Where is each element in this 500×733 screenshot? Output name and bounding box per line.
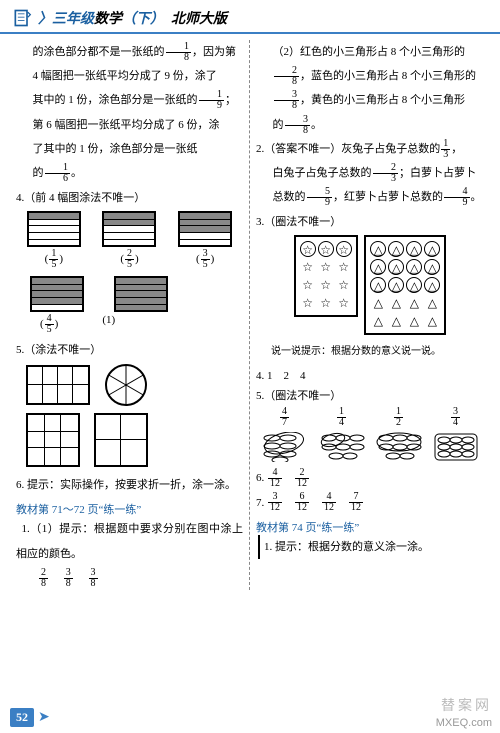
- question-3: 3.（圈法不唯一）: [256, 213, 484, 229]
- fraction-rect: [114, 276, 168, 312]
- text-line: 第 6 幅图把一张纸平均分成了 6 份，涂: [16, 113, 243, 137]
- grid-2x2: [94, 413, 148, 467]
- oval-group: [376, 432, 422, 462]
- textbook-ref: 教材第 71～72 页“练一练”: [16, 501, 243, 517]
- ovals-row: [256, 432, 484, 462]
- oval-group: [262, 432, 308, 462]
- page-number: 52: [10, 708, 34, 727]
- triangle-box: △△△△ △△△△ △△△△ △△△△ △△△△: [364, 235, 446, 335]
- rect-row-1: [16, 211, 243, 247]
- left-column: 的涂色部分都不是一张纸的18，因为第 4 幅图把一张纸平均分成了 9 份，涂了 …: [10, 40, 250, 590]
- fish-icon: ➤: [38, 709, 50, 726]
- question-2: 2.（答案不唯一）灰兔子占兔子总数的13，: [256, 137, 484, 161]
- watermark-url: MXEQ.com: [436, 717, 492, 729]
- star-box: ☆☆☆ ☆☆☆ ☆☆☆ ☆☆☆: [294, 235, 358, 317]
- question-5: 5.（涂法不唯一）: [16, 341, 243, 357]
- rect-row-2: [16, 276, 243, 312]
- fraction-rect: [27, 211, 81, 247]
- text-line: 的涂色部分都不是一张纸的18，因为第: [16, 40, 243, 64]
- answer-fractions: 28 38 38: [16, 566, 243, 590]
- right-column: （2）红色的小三角形占 8 个小三角形的 28，蓝色的小三角形占 8 个小三角形…: [250, 40, 490, 590]
- textbook-ref-2: 教材第 74 页“练一练”: [256, 519, 484, 535]
- question-6: 6. 提示：实际操作，按要求折一折，涂一涂。: [16, 473, 243, 497]
- note: 说一说提示：根据分数的意义说一说。: [256, 341, 484, 363]
- notebook-icon: [12, 8, 32, 28]
- text-line: （2）红色的小三角形占 8 个小三角形的: [256, 40, 484, 64]
- question-7r: 7. 312 612 412 712: [256, 491, 484, 515]
- symbol-boxes: ☆☆☆ ☆☆☆ ☆☆☆ ☆☆☆ △△△△ △△△△ △△△△ △△△△ △△△△: [256, 233, 484, 337]
- page-body: 的涂色部分都不是一张纸的18，因为第 4 幅图把一张纸平均分成了 9 份，涂了 …: [0, 34, 500, 620]
- grid-2x4: [26, 365, 90, 405]
- grid-3x3: [26, 413, 80, 467]
- question-6r: 6. 412 212: [256, 466, 484, 490]
- shapes-row-1: [16, 363, 243, 407]
- text-line: 了其中的 1 份，涂色部分是一张纸: [16, 137, 243, 161]
- question-5r: 5.（圈法不唯一）: [256, 387, 484, 403]
- text-line: 的38。: [256, 113, 484, 137]
- oval-group: [319, 432, 365, 462]
- text-line: 总数的59，红萝卜占萝卜总数的49。: [256, 185, 484, 209]
- question-4r: 4. 1 2 4: [256, 367, 484, 383]
- text-line: 白兔子占兔子总数的23；白萝卜占萝卜: [256, 161, 484, 185]
- labels-row-1: (15) (25) (35): [16, 249, 243, 270]
- fraction-rect: [102, 211, 156, 247]
- text-line: 的16。: [16, 161, 243, 185]
- fraction-row: 47 14 12 34: [256, 407, 484, 428]
- shapes-row-2: [16, 413, 243, 467]
- answer-r2: 1. 提示：根据分数的意义涂一涂。: [258, 535, 484, 559]
- page-footer: 52 ➤: [10, 708, 50, 727]
- header-title: 〉三年级数学（下） 北师大版: [38, 8, 227, 28]
- oval-group: [433, 432, 479, 462]
- watermark-text: 替案网: [441, 695, 492, 715]
- text-line: 其中的 1 份，涂色部分是一张纸的19；: [16, 88, 243, 112]
- text-line: 28，蓝色的小三角形占 8 个小三角形的: [256, 64, 484, 88]
- page-header: 〉三年级数学（下） 北师大版: [0, 0, 500, 34]
- answer-1-1: 1.（1）提示：根据题中要求分别在图中涂上相应的颜色。: [16, 517, 243, 565]
- text-line: 4 幅图把一张纸平均分成了 9 份，涂了: [16, 64, 243, 88]
- fraction-rect: [178, 211, 232, 247]
- labels-row-2: (45) (1): [16, 314, 243, 335]
- question-4: 4.（前 4 幅图涂法不唯一）: [16, 189, 243, 205]
- text-line: 38，黄色的小三角形占 8 个小三角形: [256, 88, 484, 112]
- fraction-rect: [30, 276, 84, 312]
- pie-circle: [104, 363, 148, 407]
